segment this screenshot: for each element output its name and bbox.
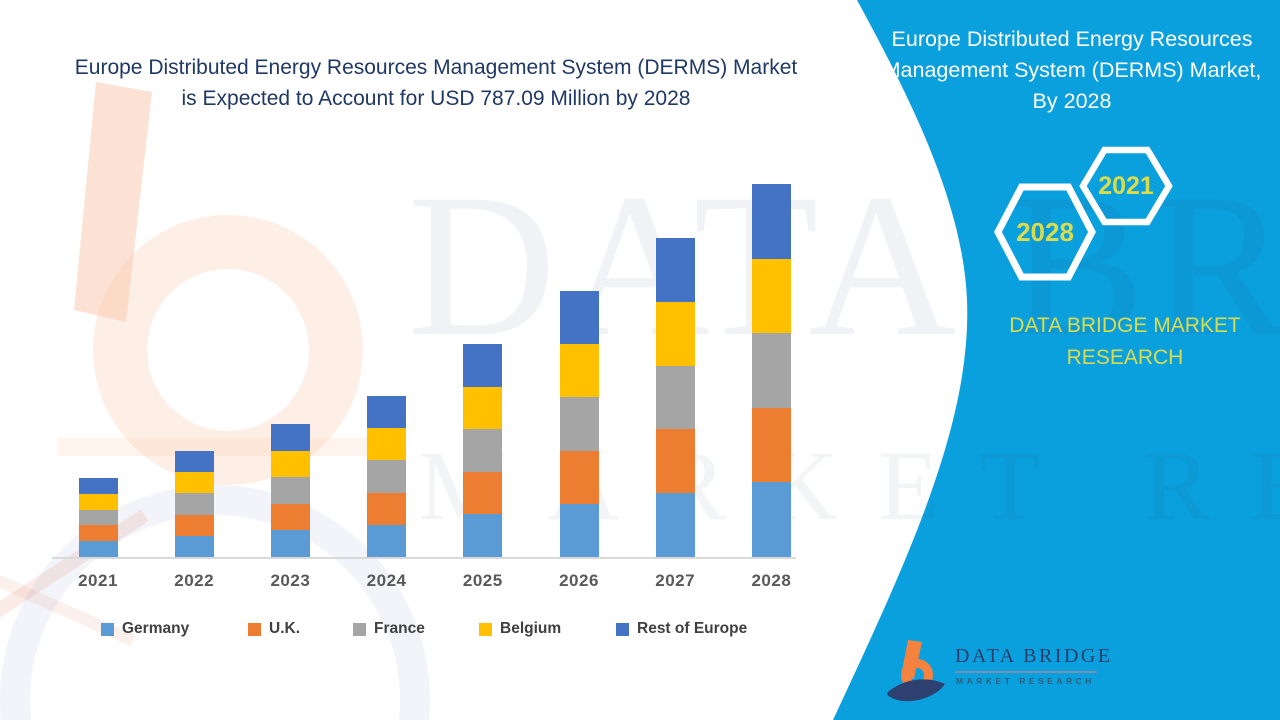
legend-item-france: France [353,620,425,638]
bar-segment-2028-belgium [751,258,791,334]
bar-segment-2025-rest-of-europe [463,343,503,387]
bar-segment-2026-germany [559,503,599,557]
hexagon-2021-label: 2021 [1098,172,1154,200]
bar-segment-2028-u-k- [751,407,791,483]
legend-swatch-icon [479,622,492,636]
legend-swatch-icon [248,622,261,636]
bar-segment-2022-belgium [174,472,214,494]
legend-item-u-k-: U.K. [248,620,300,638]
bar-segment-2026-rest-of-europe [559,290,599,345]
bar-segment-2027-u-k- [655,429,695,494]
bar-segment-2026-belgium [559,344,599,398]
x-axis-label-2026: 2026 [559,571,599,590]
bar-segment-2024-rest-of-europe [367,396,407,429]
bar-segment-2027-germany [655,493,695,557]
legend-swatch-icon [101,622,114,636]
bar-segment-2022-germany [174,535,214,557]
bar-segment-2023-rest-of-europe [270,424,310,451]
legend-label: Germany [122,620,190,637]
legend-label: France [374,620,425,637]
bar-segment-2022-france [174,493,214,515]
bar-segment-2025-u-k- [463,471,503,515]
legend-label: Belgium [500,620,562,637]
footer-logo-name: DATA BRIDGE [955,645,1113,667]
data-bridge-logo-icon [887,640,945,702]
hexagon-2028-label: 2028 [1016,217,1074,247]
bar-segment-2021-u-k- [78,525,118,542]
bar-segment-2026-france [559,397,599,451]
x-axis-label-2027: 2027 [655,571,696,590]
bar-segment-2028-germany [751,482,791,557]
bar-segment-2022-rest-of-europe [174,451,214,473]
chart-title-line2: is Expected to Account for USD 787.09 Mi… [181,87,691,110]
logo-swoosh [887,679,945,702]
chart-title-line1: Europe Distributed Energy Resources Mana… [74,56,798,79]
bar-segment-2024-germany [367,524,407,557]
bar-segment-2025-france [463,429,503,472]
bar-segment-2024-belgium [367,428,407,461]
legend-label: U.K. [269,620,300,637]
bar-segment-2026-u-k- [559,450,599,504]
bar-segment-2028-rest-of-europe [751,184,791,259]
legend-swatch-icon [353,622,366,636]
footer-logo-rule [955,671,1097,673]
side-panel-brand-text: DATA BRIDGE MARKET RESEARCH [1009,314,1241,369]
year-hexagons: 2028 2021 [994,146,1173,281]
bar-segment-2023-belgium [270,450,310,478]
bar-segment-2021-germany [78,541,118,557]
bar-segment-2021-rest-of-europe [78,478,118,494]
legend-swatch-icon [616,622,629,636]
x-axis-label-2023: 2023 [270,571,311,590]
legend-label: Rest of Europe [637,620,748,637]
x-axis-label-2025: 2025 [462,571,503,590]
chart-title: Europe Distributed Energy Resources Mana… [18,52,854,114]
bar-segment-2027-rest-of-europe [655,238,695,302]
bar-segment-2021-belgium [78,493,118,510]
bar-segment-2021-france [78,509,118,526]
bar-segment-2028-france [751,333,791,408]
legend-item-rest-of-europe: Rest of Europe [616,620,747,638]
legend-item-germany: Germany [101,620,189,638]
x-axis-label-2021: 2021 [78,571,118,590]
x-axis-label-2022: 2022 [174,571,215,590]
bar-segment-2022-u-k- [174,514,214,536]
legend-item-belgium: Belgium [479,620,561,638]
footer-logo-tagline: MARKET RESEARCH [956,676,1095,686]
x-axis-label-2024: 2024 [366,571,407,590]
x-axis-label-2028: 2028 [751,571,792,590]
bar-segment-2023-germany [270,530,310,557]
bar-segment-2025-germany [463,514,503,557]
side-panel-title: Europe Distributed Energy Resources Mana… [882,27,1262,113]
bar-segment-2023-u-k- [270,503,310,531]
bar-segment-2025-belgium [463,386,503,430]
bar-segment-2023-france [270,477,310,504]
bar-segment-2027-belgium [655,301,695,366]
x-axis-line [52,557,796,559]
bar-segment-2024-u-k- [367,492,407,525]
bar-segment-2024-france [367,460,407,493]
bar-segment-2027-france [655,365,695,430]
